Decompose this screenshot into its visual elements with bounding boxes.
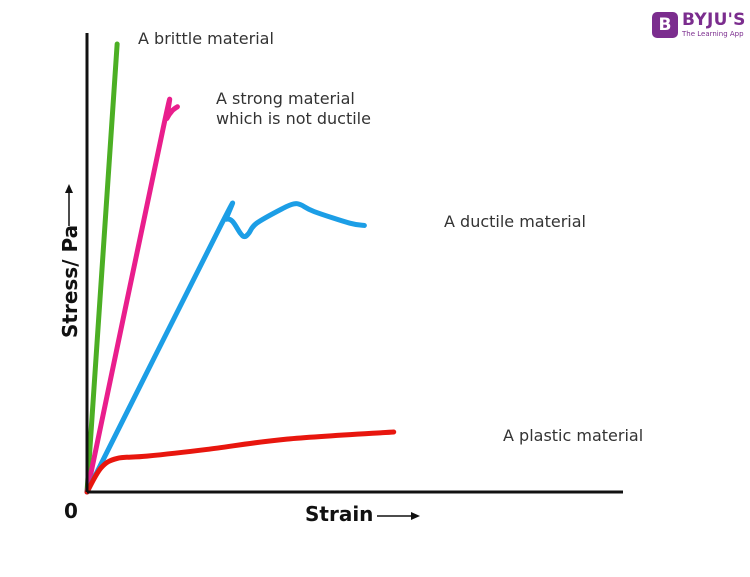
series-line-strong <box>84 96 180 495</box>
logo-name: BYJU'S <box>682 10 746 30</box>
series-line-brittle <box>84 41 120 495</box>
origin-label: 0 <box>64 499 78 523</box>
label-ductile-material: A ductile material <box>444 212 586 231</box>
logo-tagline: The Learning App <box>682 30 744 38</box>
series-line-plastic <box>84 429 397 495</box>
label-strong-material-line1: A strong material <box>216 89 355 108</box>
label-brittle-material: A brittle material <box>138 29 274 48</box>
byjus-logo: B BYJU'S The Learning App <box>652 10 746 40</box>
series-layer <box>84 41 397 495</box>
logo-badge: B <box>652 12 678 38</box>
logo-text: BYJU'S The Learning App <box>682 12 746 38</box>
x-axis-arrow <box>377 512 420 520</box>
x-axis-title: Strain <box>305 502 373 526</box>
series-line-ductile <box>84 200 367 495</box>
y-axis-title: Stress/ Pa <box>58 225 82 338</box>
label-plastic-material: A plastic material <box>503 426 643 445</box>
label-strong-material: A strong material which is not ductile <box>216 89 371 128</box>
label-strong-material-line2: which is not ductile <box>216 109 371 128</box>
y-axis-arrow <box>65 184 73 226</box>
